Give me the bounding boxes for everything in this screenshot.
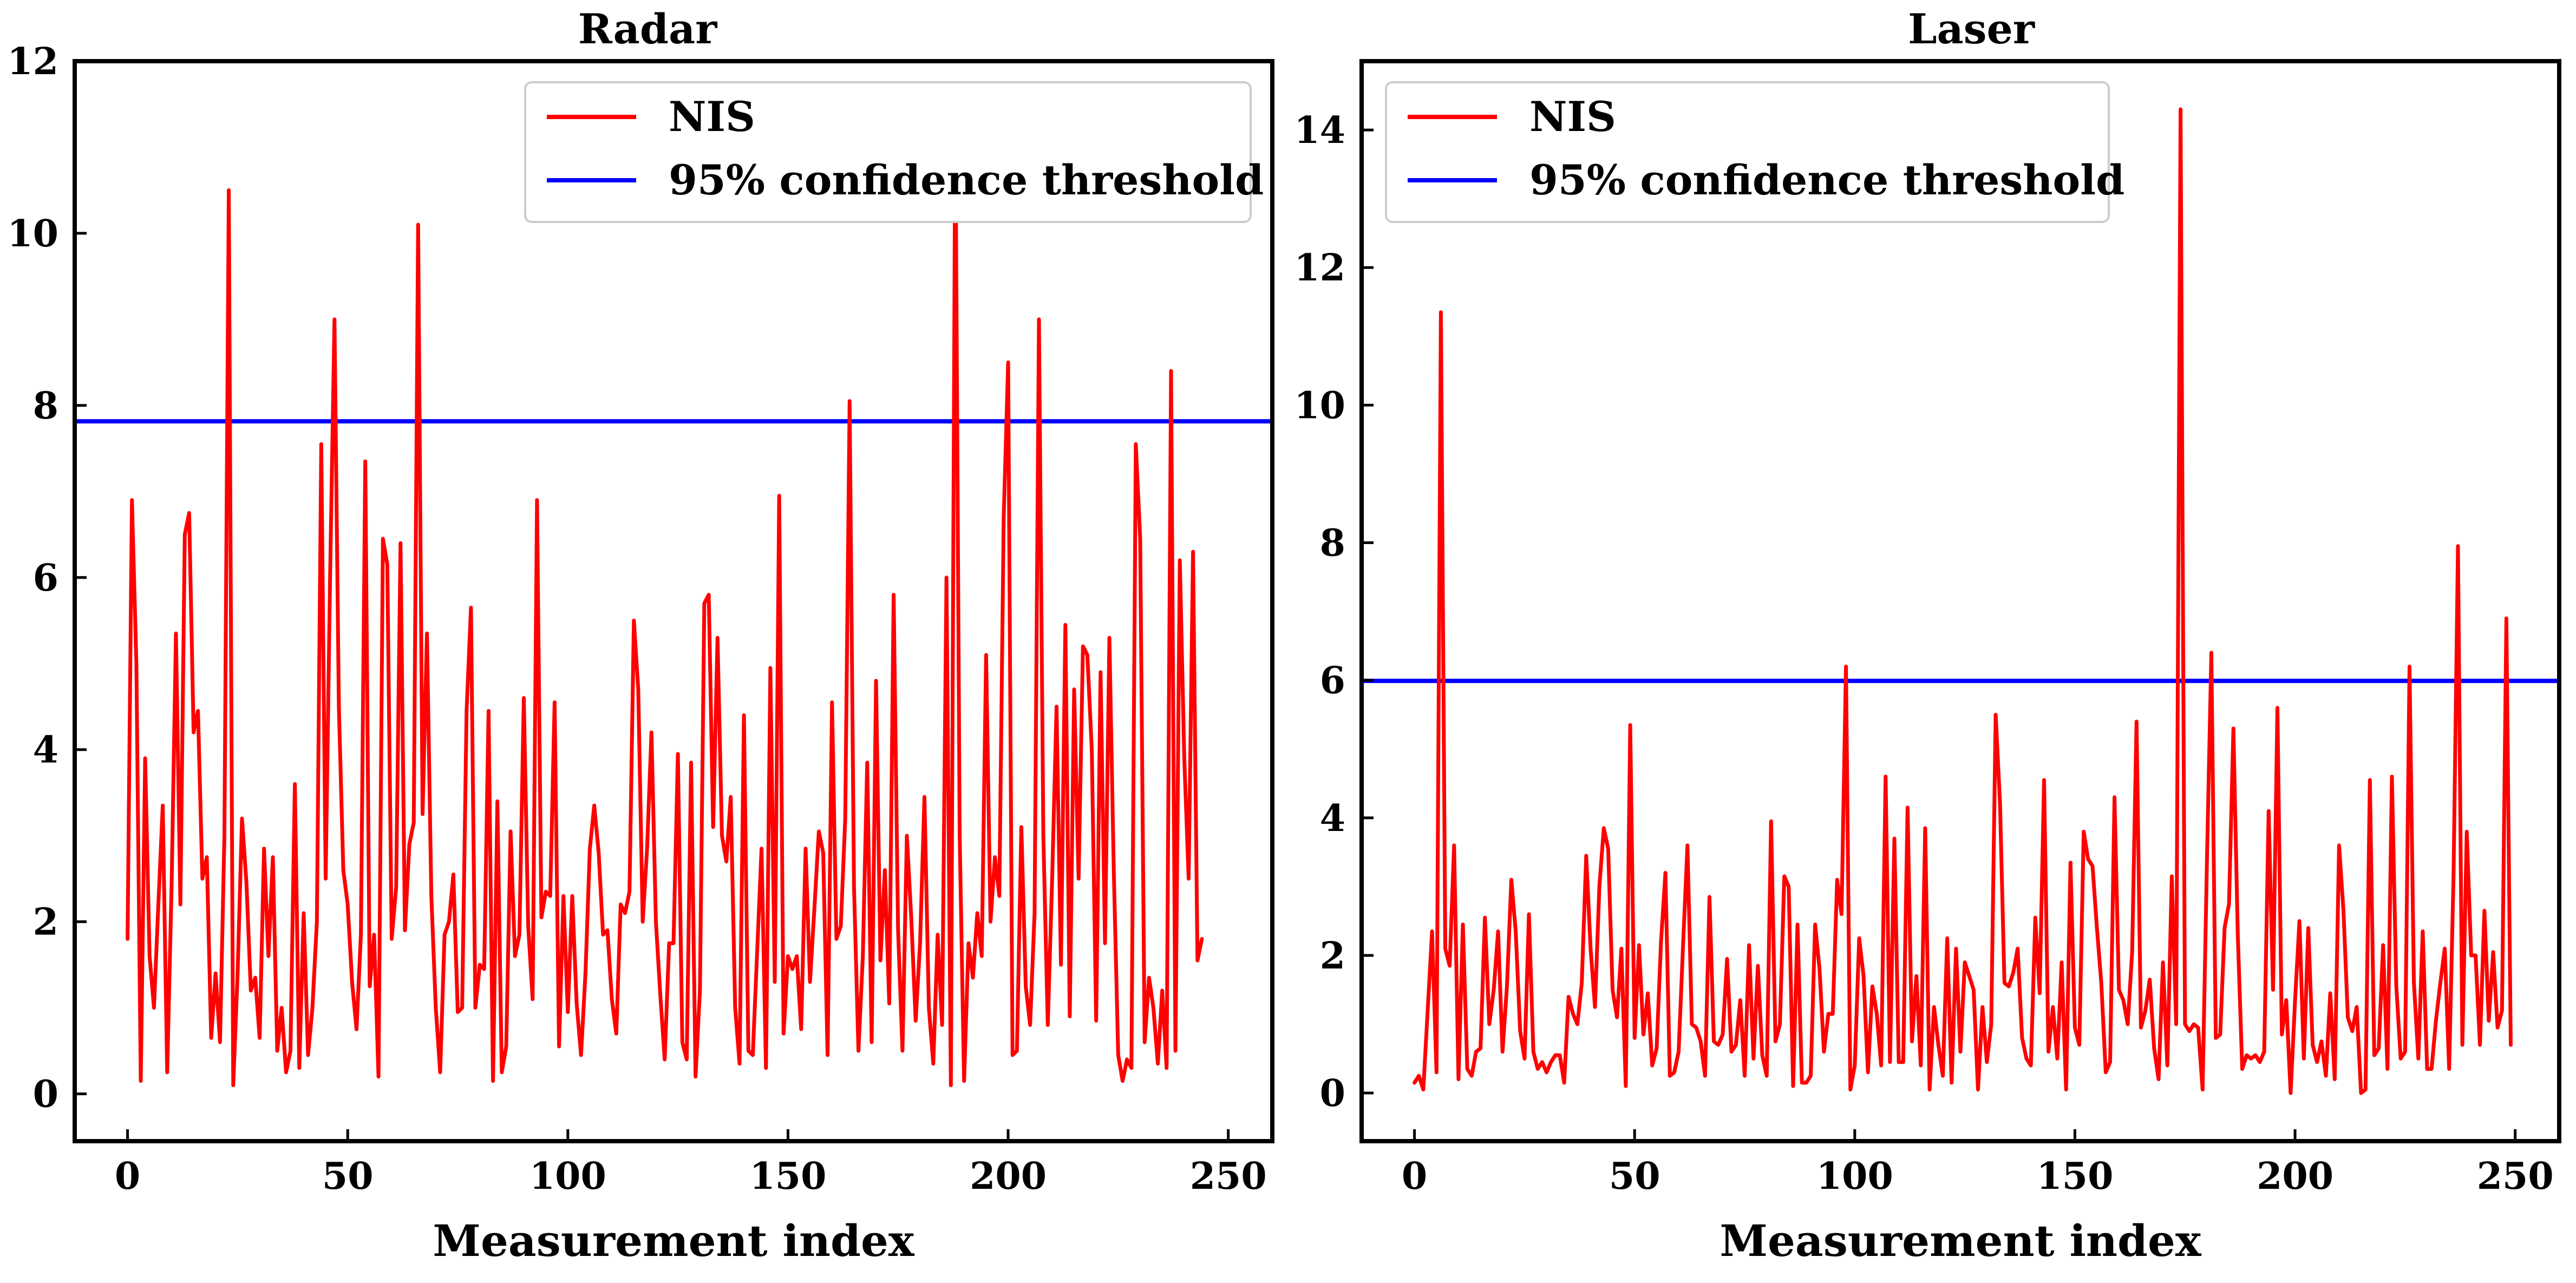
laser-legend-nis-label: NIS <box>1529 93 1616 141</box>
laser-y-tick-label: 10 <box>1294 384 1345 427</box>
laser-x-tick-label: 200 <box>2257 1155 2333 1198</box>
radar-y-tick-label: 0 <box>33 1073 58 1116</box>
laser-y-tick-label: 2 <box>1320 934 1345 978</box>
radar-axes-frame <box>73 59 1274 1143</box>
laser-y-tick-label: 14 <box>1294 109 1345 152</box>
laser-x-tick-label: 250 <box>2477 1155 2554 1198</box>
laser-title: Laser <box>1908 5 2035 53</box>
radar-title: Radar <box>578 5 718 53</box>
laser-legend: NIS 95% confidence threshold <box>1385 81 2124 223</box>
radar-y-ticks: 0 2 4 6 8 10 12 <box>7 40 87 1116</box>
laser-panel: Laser 0 50 100 150 200 250 0 2 4 6 8 10 12 14 Measur… <box>1294 5 2561 1266</box>
laser-y-tick-label: 6 <box>1320 659 1345 703</box>
radar-x-tick-label: 150 <box>749 1155 826 1198</box>
laser-y-ticks: 0 2 4 6 8 10 12 14 <box>1294 109 1374 1115</box>
radar-x-tick-label: 200 <box>970 1155 1047 1198</box>
laser-legend-box <box>1385 81 2110 223</box>
radar-panel: Radar 0 50 100 150 200 250 0 2 4 6 8 10 12 Measurem… <box>7 5 1274 1266</box>
laser-x-tick-label: 100 <box>1816 1155 1893 1198</box>
laser-legend-threshold-label: 95% confidence threshold <box>1529 156 2124 204</box>
laser-x-ticks: 0 50 100 150 200 250 <box>1402 1129 2554 1198</box>
radar-y-tick-label: 6 <box>33 557 58 600</box>
radar-x-ticks: 0 50 100 150 200 250 <box>115 1129 1267 1198</box>
laser-x-tick-label: 50 <box>1609 1155 1660 1198</box>
radar-legend-nis-label: NIS <box>669 93 755 141</box>
radar-x-tick-label: 100 <box>529 1155 606 1198</box>
laser-x-tick-label: 0 <box>1402 1155 1427 1198</box>
radar-nis-line <box>126 106 1204 1088</box>
laser-x-tick-label: 150 <box>2036 1155 2113 1198</box>
laser-axes-frame <box>1359 59 2561 1143</box>
laser-x-axis-label: Measurement index <box>1719 1215 2201 1266</box>
radar-legend: NIS 95% confidence threshold <box>524 81 1264 223</box>
radar-x-tick-label: 0 <box>115 1155 140 1198</box>
radar-x-tick-label: 250 <box>1190 1155 1267 1198</box>
radar-y-tick-label: 4 <box>33 729 58 772</box>
radar-x-axis-label: Measurement index <box>433 1215 914 1266</box>
radar-legend-box <box>524 81 1252 223</box>
laser-y-tick-label: 8 <box>1320 521 1345 565</box>
laser-plot-area <box>1362 107 2559 1095</box>
radar-y-tick-label: 10 <box>7 212 58 256</box>
laser-y-tick-label: 0 <box>1320 1072 1345 1115</box>
laser-nis-line <box>1413 107 2513 1095</box>
laser-y-tick-label: 4 <box>1320 797 1345 840</box>
laser-y-tick-label: 12 <box>1294 246 1345 290</box>
radar-x-tick-label: 50 <box>322 1155 374 1198</box>
radar-plot-area <box>75 106 1272 1088</box>
radar-legend-threshold-label: 95% confidence threshold <box>669 156 1264 204</box>
radar-y-tick-label: 2 <box>33 901 58 944</box>
radar-y-tick-label: 8 <box>33 384 58 428</box>
radar-y-tick-label: 12 <box>7 40 58 83</box>
